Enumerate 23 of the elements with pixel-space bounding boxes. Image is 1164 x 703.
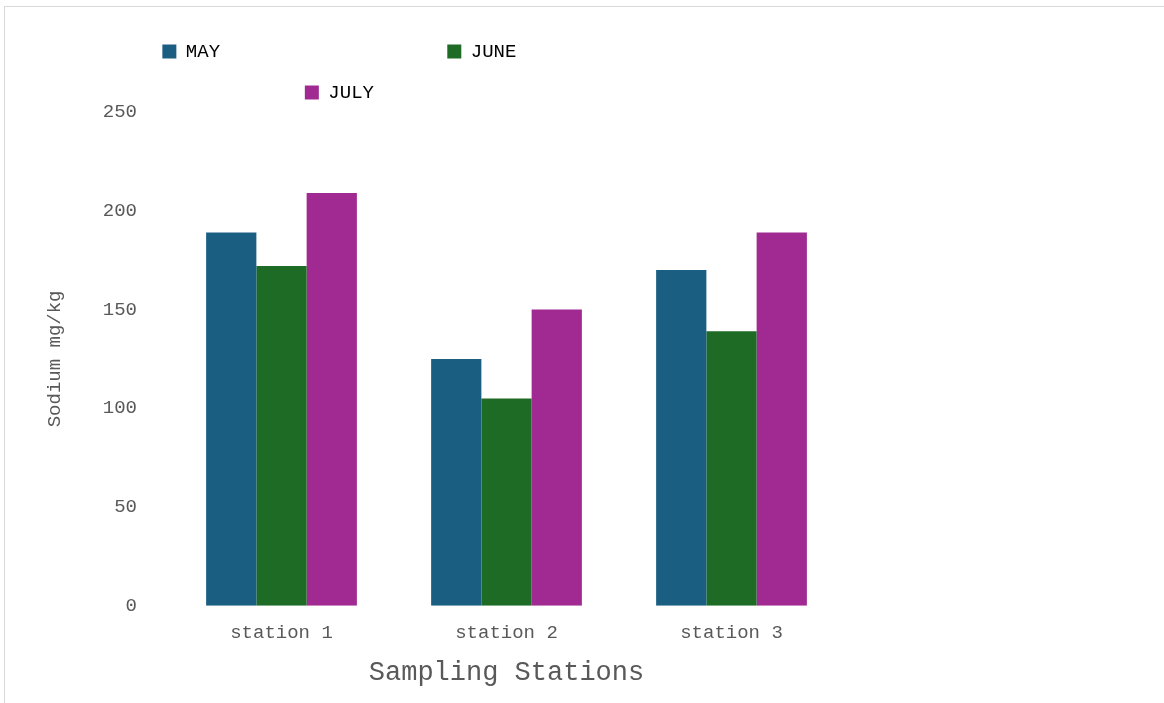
bar xyxy=(531,309,582,606)
x-tick-label: station 3 xyxy=(680,622,783,645)
y-tick-label: 0 xyxy=(125,594,138,617)
legend-label: JUNE xyxy=(470,40,722,63)
y-tick-label: 100 xyxy=(102,397,138,420)
x-axis-title: Sampling Stations xyxy=(368,657,645,688)
legend-label: MAY xyxy=(185,40,426,63)
y-tick-label: 250 xyxy=(102,101,138,124)
y-tick-label: 50 xyxy=(114,496,138,519)
x-tick-label: station 1 xyxy=(230,622,333,645)
legend-label: JULY xyxy=(328,81,580,104)
bar xyxy=(206,232,257,606)
bar xyxy=(306,192,357,606)
bar xyxy=(256,266,307,606)
y-tick-label: 150 xyxy=(102,298,138,321)
x-tick-label: station 2 xyxy=(455,622,558,645)
bar xyxy=(756,232,807,606)
bar xyxy=(481,398,532,606)
bar xyxy=(656,270,707,606)
y-tick-label: 200 xyxy=(102,199,138,222)
bar xyxy=(431,358,482,606)
bar xyxy=(706,331,757,606)
y-axis-title: Sodium mg/kg xyxy=(44,290,67,428)
